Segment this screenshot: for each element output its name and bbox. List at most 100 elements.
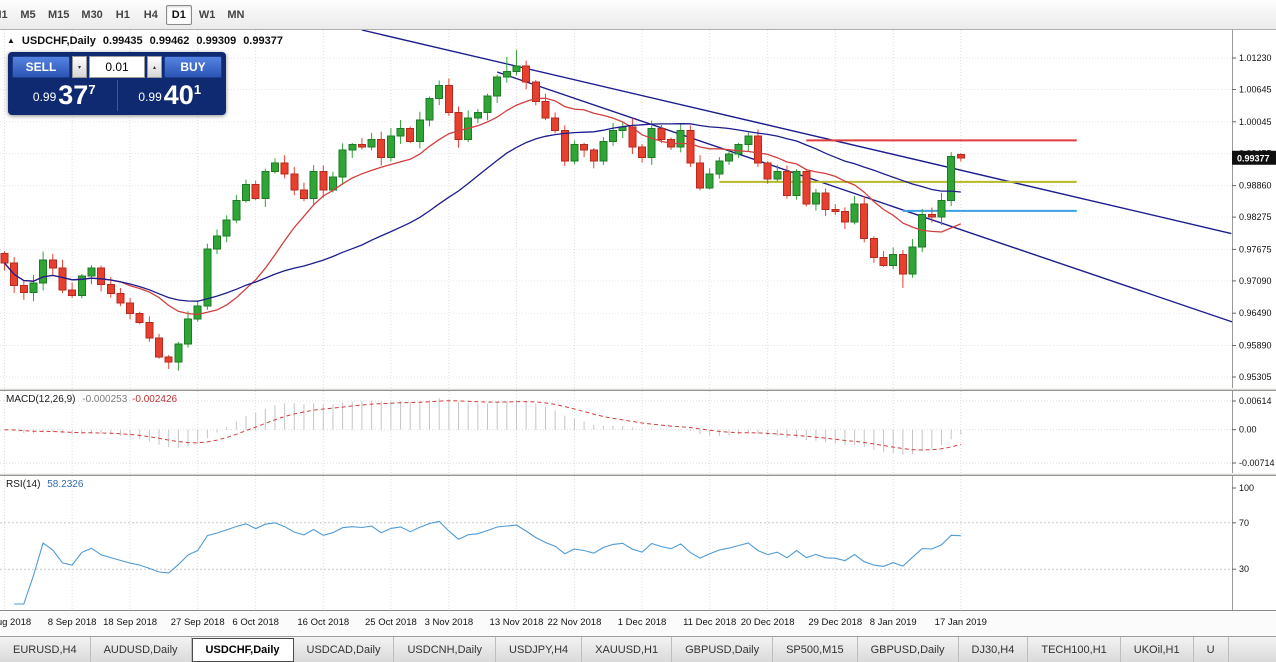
timeframe-button-h1[interactable]: H1 — [115, 8, 130, 21]
rsi-label: RSI(14) 58.2326 — [6, 479, 83, 490]
tab-usdchf-daily[interactable]: USDCHF,Daily — [191, 638, 294, 662]
tab-ukoil-h1[interactable]: UKOil,H1 — [1121, 637, 1194, 662]
time-axis-label: 20 Dec 2018 — [740, 617, 795, 628]
tab-usdcnh-daily[interactable]: USDCNH,Daily — [394, 637, 497, 662]
sell-price-sup: 7 — [88, 82, 96, 97]
timeframe-button-m1[interactable]: M1 — [0, 8, 8, 21]
tab-eurusd-h4[interactable]: EURUSD,H4 — [0, 637, 91, 662]
upper-channel — [361, 30, 1232, 235]
tab-usdjpy-h4[interactable]: USDJPY,H4 — [496, 637, 583, 662]
chart-symbol-icon: ▲ — [7, 36, 15, 45]
buy-button[interactable]: BUY — [164, 56, 222, 78]
time-axis-label: 29 Aug 2018 — [0, 617, 32, 628]
tab-audusd-daily[interactable]: AUDUSD,Daily — [91, 637, 192, 662]
rsi-name: RSI(14) — [6, 479, 41, 490]
time-axis-label: 8 Jan 2019 — [869, 617, 917, 628]
svg-text:0.96490: 0.96490 — [1239, 308, 1272, 318]
svg-text:1.00045: 1.00045 — [1239, 117, 1272, 127]
svg-text:1.01230: 1.01230 — [1239, 53, 1272, 63]
macd-value-signal: -0.002426 — [132, 394, 178, 405]
tab-u[interactable]: U — [1194, 637, 1229, 662]
svg-text:0.98275: 0.98275 — [1239, 212, 1272, 222]
rsi-line — [14, 520, 961, 605]
current-price-badge — [1232, 150, 1276, 165]
timeframe-button-mn[interactable]: MN — [227, 8, 245, 21]
svg-text:0.97090: 0.97090 — [1239, 276, 1272, 286]
time-axis-label: 18 Sep 2018 — [103, 617, 158, 628]
macd-name: MACD(12,26,9) — [6, 394, 76, 405]
sell-price-big: 37 — [58, 80, 89, 110]
chart-symbol-period: USDCHF,Daily — [21, 35, 96, 47]
time-axis-label: 27 Sep 2018 — [170, 617, 225, 628]
ohlc-low: 0.99309 — [196, 35, 237, 47]
sell-button[interactable]: SELL — [12, 56, 70, 78]
tab-gbpusd-daily[interactable]: GBPUSD,Daily — [672, 637, 774, 662]
svg-text:1.00645: 1.00645 — [1239, 84, 1272, 94]
time-axis[interactable]: 29 Aug 2018 8 Sep 2018 18 Sep 2018 27 Sep 2… — [0, 610, 1276, 636]
ma-fast — [4, 97, 962, 316]
ohlc-open: 0.99435 — [102, 35, 143, 47]
rsi-panel[interactable]: RSI(14) 58.2326 100 70 30 — [0, 476, 1276, 610]
symbol-tabs: EURUSD,H4 AUDUSD,Daily USDCHF,Daily USDCAD,… — [0, 636, 1276, 662]
svg-text:-0.00714: -0.00714 — [1239, 458, 1275, 468]
svg-text:0.99377: 0.99377 — [1237, 153, 1270, 163]
chart-title: ▲ USDCHF,Daily 0.99435 0.99462 0.99309 0… — [7, 35, 283, 47]
buy-price-sup: 1 — [193, 82, 202, 97]
price-chart-canvas[interactable]: 1.012301.006451.000450.994550.988600.982… — [0, 30, 1276, 388]
panel-splitter[interactable] — [0, 473, 1276, 476]
time-axis-label: 6 Oct 2018 — [232, 617, 279, 628]
time-axis-label: 17 Jan 2019 — [934, 617, 987, 628]
time-axis-label: 22 Nov 2018 — [547, 617, 602, 628]
timeframe-button-m30[interactable]: M30 — [81, 8, 103, 21]
rsi-value: 58.2326 — [47, 479, 84, 490]
svg-text:70: 70 — [1239, 518, 1249, 528]
one-click-trading-panel: SELL ▾ 0.01 ▴ BUY 0.99 37 7 0.99 40 1 — [8, 52, 226, 115]
tab-tech100-h1[interactable]: TECH100,H1 — [1028, 637, 1121, 662]
time-axis-label: 1 Dec 2018 — [617, 617, 667, 628]
price-panel[interactable]: ▲ USDCHF,Daily 0.99435 0.99462 0.99309 0… — [0, 30, 1276, 388]
tab-xauusd-h1[interactable]: XAUUSD,H1 — [582, 637, 673, 662]
svg-text:0.98860: 0.98860 — [1239, 181, 1272, 191]
ohlc-high: 0.99462 — [149, 35, 190, 47]
sell-price-base: 0.99 — [32, 90, 57, 104]
volume-input[interactable]: 0.01 — [89, 56, 145, 78]
tab-usdcad-daily[interactable]: USDCAD,Daily — [294, 637, 395, 662]
timeframe-button-m5[interactable]: M5 — [20, 8, 36, 21]
svg-text:0.00: 0.00 — [1239, 425, 1257, 435]
macd-value-main: -0.000253 — [82, 394, 128, 405]
macd-signal-line — [4, 400, 961, 451]
ma-slow — [4, 123, 961, 302]
time-axis-label: 29 Dec 2018 — [808, 617, 863, 628]
sell-price[interactable]: 0.99 37 7 — [12, 80, 118, 111]
panel-splitter[interactable] — [0, 388, 1276, 391]
timeframe-button-h4[interactable]: H4 — [143, 8, 158, 21]
macd-canvas[interactable]: 0.00614 0.00 -0.00714 — [0, 391, 1276, 473]
tab-dj30-h4[interactable]: DJ30,H4 — [959, 637, 1029, 662]
time-axis-label: 16 Oct 2018 — [297, 617, 350, 628]
macd-panel[interactable]: MACD(12,26,9) -0.000253 -0.002426 0.0061… — [0, 391, 1276, 473]
timeframe-button-w1[interactable]: W1 — [198, 8, 216, 21]
timeframe-toolbar: M1 M5 M15 M30 H1 H4 D1 W1 MN — [0, 0, 1276, 30]
time-axis-label: 13 Nov 2018 — [489, 617, 544, 628]
svg-text:0.97675: 0.97675 — [1239, 244, 1272, 254]
buy-price[interactable]: 0.99 40 1 — [118, 80, 223, 111]
svg-text:0.95305: 0.95305 — [1239, 372, 1272, 382]
volume-decrease-button[interactable]: ▾ — [72, 56, 87, 78]
ohlc-close: 0.99377 — [243, 35, 283, 47]
svg-text:0.00614: 0.00614 — [1239, 396, 1272, 406]
macd-label: MACD(12,26,9) -0.000253 -0.002426 — [6, 394, 177, 405]
buy-price-big: 40 — [163, 80, 194, 110]
svg-text:0.95890: 0.95890 — [1239, 341, 1272, 351]
time-axis-label: 25 Oct 2018 — [365, 617, 417, 628]
rsi-canvas[interactable]: 100 70 30 — [0, 476, 1276, 610]
timeframe-button-d1[interactable]: D1 — [165, 4, 192, 25]
timeframe-button-m15[interactable]: M15 — [48, 8, 70, 21]
lower-channel — [496, 71, 1271, 336]
volume-increase-button[interactable]: ▴ — [147, 56, 162, 78]
time-axis-label: 8 Sep 2018 — [47, 617, 97, 628]
time-axis-label: 11 Dec 2018 — [683, 617, 737, 628]
tab-gbpusd-daily[interactable]: GBPUSD,Daily — [858, 637, 959, 662]
tab-sp500-m15[interactable]: SP500,M15 — [773, 637, 858, 662]
time-axis-label: 3 Nov 2018 — [424, 617, 474, 628]
svg-text:100: 100 — [1239, 483, 1254, 493]
